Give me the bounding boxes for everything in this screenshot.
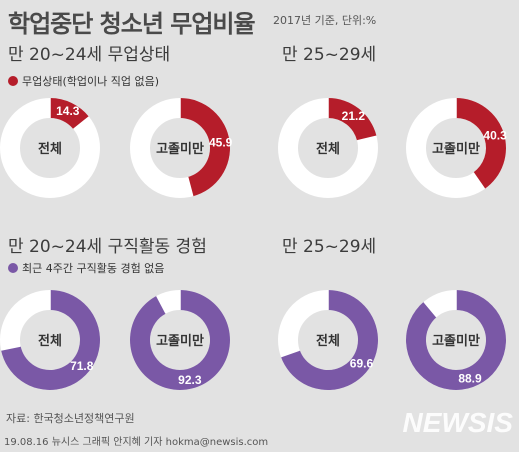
slice-divider: [356, 135, 377, 142]
slice-divider: [423, 301, 438, 318]
legend-red-dot: [8, 76, 18, 86]
donut-slice: [180, 98, 230, 197]
section-label-bottom-right: 만 25~29세: [282, 237, 377, 257]
value-label: 45.9: [209, 136, 233, 150]
center-label: 고졸미만: [432, 141, 480, 157]
donut-slice: [456, 98, 507, 189]
slice-divider: [280, 349, 300, 358]
value-label: 40.3: [483, 129, 507, 143]
donut-1: 14.3 전체: [0, 98, 100, 198]
logo-text: NEWSIS: [403, 407, 514, 437]
source-note: 자료: 한국청소년정책연구원: [6, 412, 135, 425]
donut-3: 21.2 전체: [278, 98, 378, 198]
slice-divider: [156, 295, 167, 314]
donut-slice: [405, 290, 507, 390]
value-label: 21.2: [342, 109, 366, 123]
newsis-logo: NEWSIS: [403, 407, 514, 437]
value-label: 71.8: [70, 359, 94, 373]
donut-slice: [280, 290, 378, 390]
donut-2: 45.9 고졸미만: [130, 98, 233, 198]
section-label-bottom-left: 만 20~24세 구직활동 경험: [8, 237, 207, 257]
legend-bottom: 최근 4주간 구직활동 경험 없음: [8, 260, 164, 276]
slice-divider: [186, 176, 194, 197]
center-label: 전체: [316, 141, 340, 157]
donut-6: 92.3 고졸미만: [130, 290, 231, 390]
donut-7: 69.6 전체: [278, 290, 378, 390]
value-label: 69.6: [350, 357, 374, 371]
value-label: 88.9: [458, 372, 482, 386]
slice-divider: [472, 172, 486, 190]
legend-top: 무업상태(학업이나 직업 없음): [8, 73, 159, 89]
center-label: 고졸미만: [156, 141, 204, 157]
section-label-top-left: 만 20~24세 무업상태: [8, 45, 171, 65]
slice-divider: [0, 345, 21, 351]
donut-slice: [130, 290, 231, 390]
legend-top-label: 무업상태(학업이나 직업 없음): [22, 75, 160, 88]
center-label: 전체: [316, 333, 340, 349]
slice-divider: [73, 116, 90, 130]
center-label: 고졸미만: [432, 333, 480, 349]
value-label: 14.3: [56, 104, 80, 118]
center-label: 고졸미만: [156, 333, 204, 349]
section-label-top-right: 만 25~29세: [282, 45, 377, 65]
donut-slice: [50, 98, 90, 130]
legend-bottom-label: 최근 4주간 구직활동 경험 없음: [22, 262, 165, 275]
footer-credit: 19.08.16 뉴시스 그래픽 안지혜 기자 hokma@newsis.com: [4, 437, 269, 448]
value-label: 92.3: [178, 373, 202, 387]
page-title: 학업중단 청소년 무업비율: [8, 10, 256, 38]
donut-slice: [328, 98, 377, 141]
donut-slice: [1, 290, 100, 390]
center-label: 전체: [38, 333, 62, 349]
subtitle: 2017년 기준, 단위:%: [273, 14, 377, 27]
donut-5: 71.8 전체: [0, 290, 100, 390]
donut-8: 88.9 고졸미만: [405, 290, 507, 390]
center-label: 전체: [38, 141, 62, 157]
legend-purple-dot: [8, 263, 18, 273]
